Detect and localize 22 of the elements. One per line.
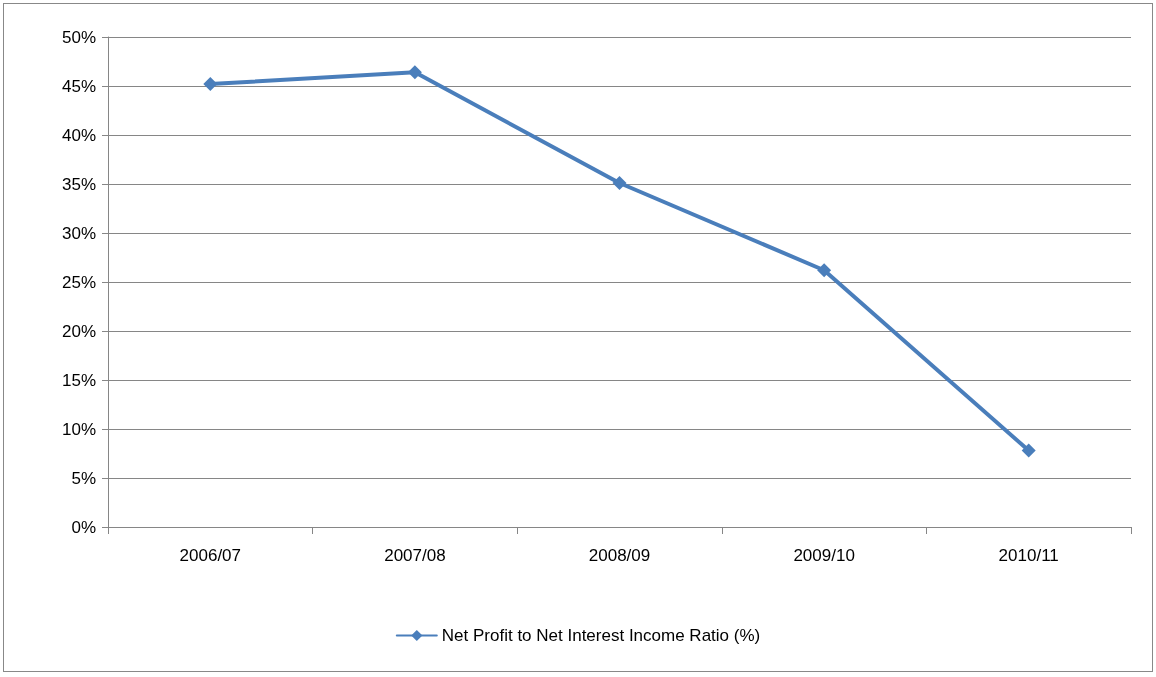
y-tick-label: 35% bbox=[61, 174, 96, 194]
y-tick-label: 20% bbox=[61, 321, 96, 341]
x-tick-label: 2006/07 bbox=[179, 546, 242, 565]
y-tick-label: 50% bbox=[61, 27, 96, 47]
y-tick-label: 10% bbox=[61, 419, 96, 439]
point bbox=[203, 77, 218, 92]
point bbox=[1021, 443, 1036, 458]
x-tick-label: 2010/11 bbox=[998, 546, 1059, 565]
y-tick-label: 40% bbox=[61, 125, 96, 145]
y-tick-label: 0% bbox=[71, 517, 96, 537]
x-tick-label: 2008/09 bbox=[588, 546, 651, 565]
y-tick-label: 25% bbox=[61, 272, 96, 292]
x-tick-label: 2007/08 bbox=[384, 546, 446, 565]
x-tick-label: 2009/10 bbox=[793, 546, 855, 565]
legend-label: Net Profit to Net Interest Income Ratio (%) bbox=[441, 626, 761, 645]
y-tick-label: 45% bbox=[61, 76, 96, 96]
point bbox=[817, 263, 832, 278]
point bbox=[407, 65, 422, 80]
y-tick-label: 15% bbox=[61, 370, 96, 390]
point bbox=[612, 176, 627, 191]
y-tick-label: 30% bbox=[61, 223, 96, 243]
y-tick-label: 5% bbox=[71, 468, 96, 488]
